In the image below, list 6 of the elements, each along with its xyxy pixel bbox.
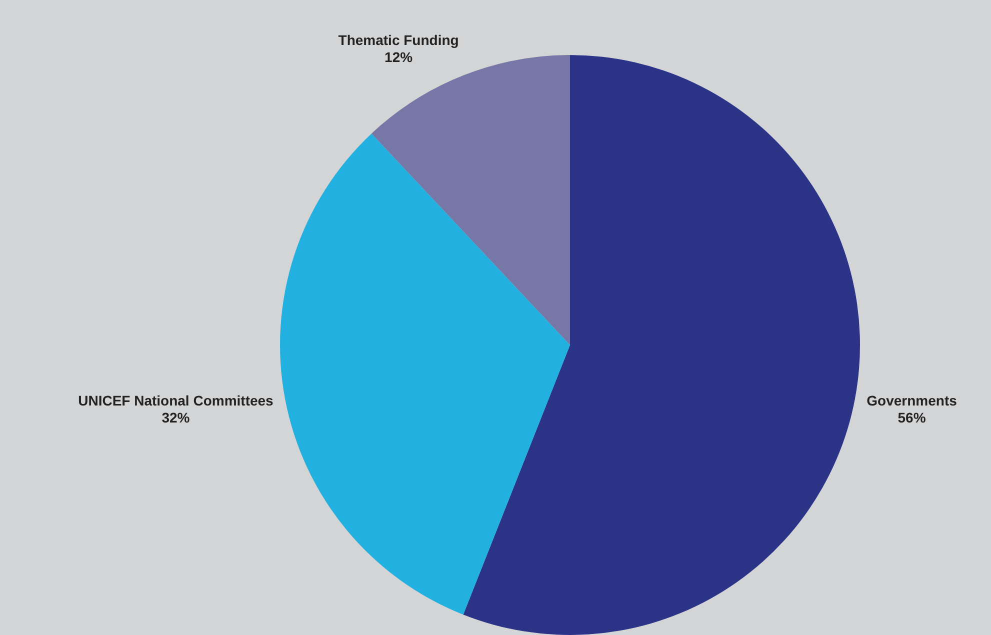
slice-label: Thematic Funding bbox=[338, 32, 459, 48]
slice-label: UNICEF National Committees bbox=[78, 392, 274, 408]
data-label: 12% bbox=[384, 49, 414, 66]
data-label: 56% bbox=[898, 409, 926, 426]
data-label: 32% bbox=[162, 409, 190, 426]
slice-label: Governments bbox=[866, 392, 958, 408]
